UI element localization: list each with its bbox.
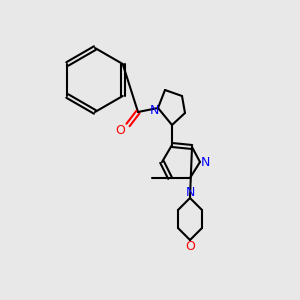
Text: O: O <box>115 124 125 136</box>
Text: N: N <box>200 155 210 169</box>
Text: N: N <box>185 187 195 200</box>
Text: O: O <box>185 239 195 253</box>
Text: N: N <box>149 103 159 116</box>
